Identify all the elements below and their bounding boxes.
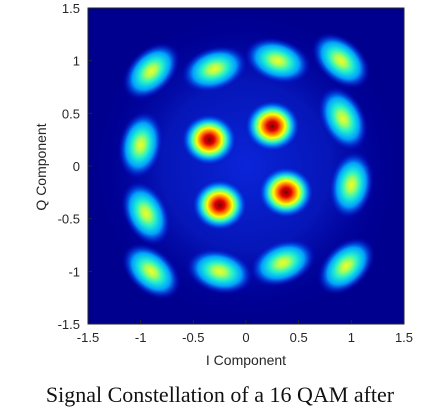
x-tick-labels: -1.5 -1 -0.5 0 0.5 1 1.5 [77,330,413,345]
constellation-cluster [328,151,374,219]
x-tick-label: -1.5 [77,330,99,345]
x-tick-label: 1.5 [395,330,413,345]
y-tick-label: 0 [73,159,80,174]
x-tick-label: 0.5 [290,330,308,345]
y-tick-labels: 1.5 1 0.5 0 -0.5 -1 -1.5 [58,1,80,332]
constellation-cluster [121,181,171,246]
constellation-cluster [258,166,315,219]
constellation-cluster [118,111,164,179]
constellation-cluster [244,99,301,152]
y-axis-label: Q Component [33,123,49,210]
constellation-cluster [244,37,311,84]
constellation-cluster [186,248,254,295]
y-tick-label: 1.5 [62,1,80,16]
y-tick-label: 0.5 [62,106,80,121]
constellation-cluster [318,86,368,151]
figure-caption: Signal Constellation of a 16 QAM after [45,384,395,407]
plot-area [87,7,405,325]
x-tick-label: 0 [242,330,249,345]
x-tick-label: 1 [348,330,355,345]
x-tick-label: -0.5 [182,330,204,345]
y-tick-label: -0.5 [58,212,80,227]
constellation-cluster [317,237,375,295]
y-tick-label: 1 [73,54,80,69]
constellation-cluster [122,42,180,100]
constellation-cluster [121,243,181,300]
constellation-cluster [191,178,248,231]
x-tick-label: -1 [135,330,147,345]
constellation-glow [94,14,398,318]
constellation-cluster [311,32,371,89]
y-tick-label: -1 [68,264,80,279]
constellation-cluster [181,113,238,166]
constellation-figure: -1.5 -1 -0.5 0 0.5 1 1.5 1.5 1 0.5 0 -0.5 -1 -1.5 I … [33,1,413,368]
y-tick-label: -1.5 [58,317,80,332]
x-axis-label: I Component [206,352,286,368]
constellation-cluster [250,239,316,287]
constellation-cluster [181,45,248,93]
